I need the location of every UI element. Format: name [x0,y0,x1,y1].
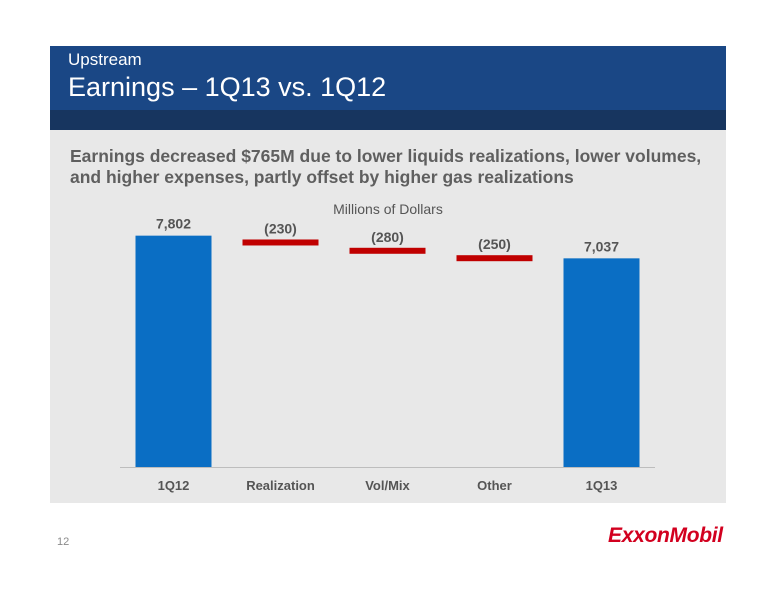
delta-bar-other [456,255,533,262]
data-label: (280) [371,229,404,245]
exxonmobil-logo: ExxonMobil [608,524,723,547]
header-strip [50,110,726,130]
category-label: 1Q13 [586,478,618,493]
data-label: (250) [478,236,511,252]
category-label: 1Q12 [158,478,190,493]
section-subtitle: Upstream [68,50,142,69]
slide-title: Earnings – 1Q13 vs. 1Q12 [68,72,387,102]
chart-title: Millions of Dollars [333,201,443,217]
bar-1q12 [135,235,212,467]
data-label: 7,802 [156,216,191,232]
delta-bar-volmix [349,247,426,254]
data-label: 7,037 [584,238,619,254]
header-bar [50,46,726,110]
category-label: Realization [246,478,315,493]
delta-bar-realization [242,239,319,246]
bar-1q13 [563,258,640,467]
category-label: Other [477,478,512,493]
page-number: 12 [57,536,70,548]
summary-text: Earnings decreased $765M due to lower li… [70,146,702,187]
data-label: (230) [264,220,297,236]
category-label: Vol/Mix [365,478,410,493]
